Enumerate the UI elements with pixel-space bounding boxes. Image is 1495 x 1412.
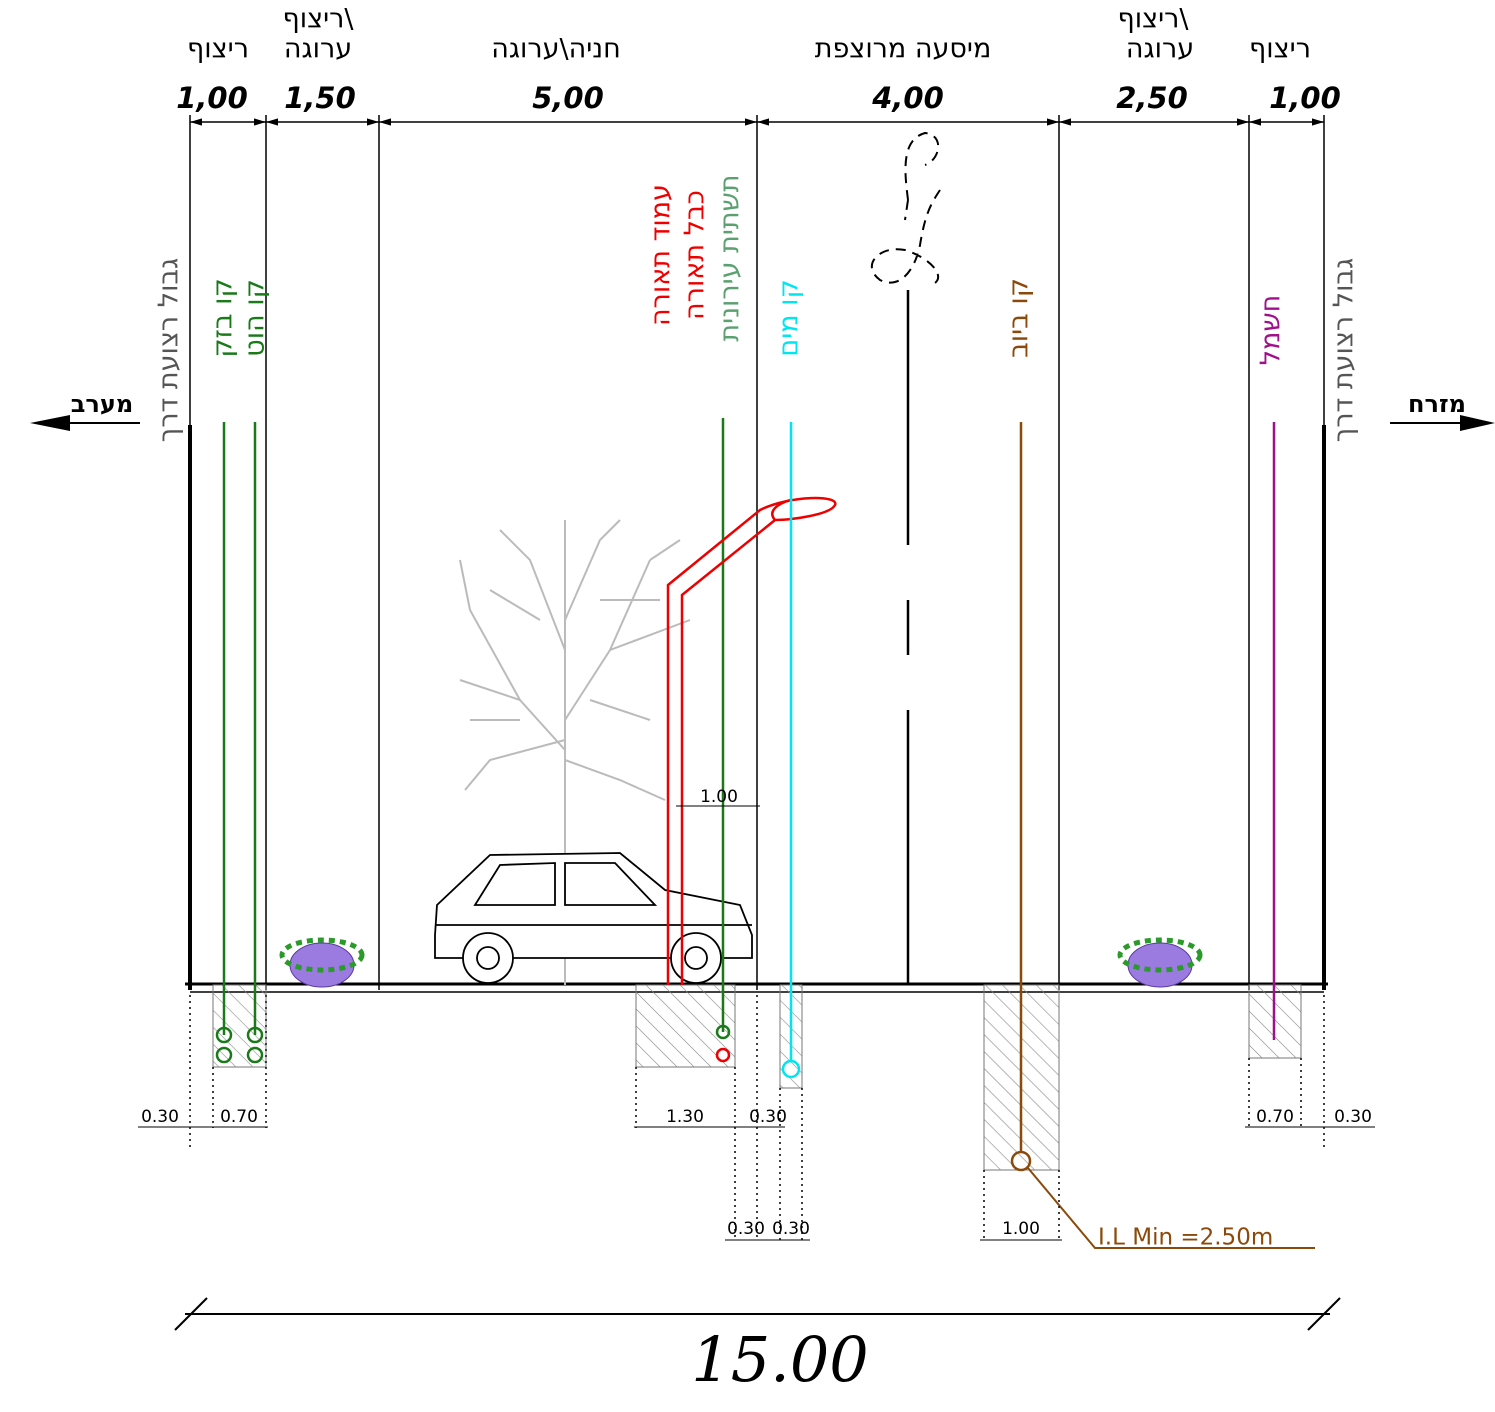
zone-width: 1,00 [176, 81, 248, 115]
zone-label: ריצוף [187, 34, 249, 65]
zone-width: 5,00 [532, 81, 604, 115]
utility-label: חשמל [1256, 295, 1287, 365]
total-width: 15.00 [691, 1323, 869, 1396]
lamp-offset: 1.00 [676, 787, 760, 807]
zone-boundaries [185, 115, 1328, 993]
shrubs [279, 937, 1203, 988]
dim-label: 0.30 [141, 1107, 179, 1127]
dim-label: 0.70 [1256, 1107, 1294, 1127]
boundary-label: גבול רצועת דרך [154, 258, 185, 442]
zone-label: מיסעה מרוצפת [815, 34, 992, 65]
dim-label: 1.30 [666, 1107, 704, 1127]
utility-lines [215, 418, 1315, 1249]
direction-label: מערב [71, 390, 133, 418]
trenches [212, 984, 1302, 1171]
dim-label: 1.00 [700, 787, 738, 807]
vertical-labels: גבול רצועת דרך גבול רצועת דרך קו בזק קו … [154, 174, 1360, 442]
sewer-note: I.L Min =2.50m [1098, 1225, 1273, 1251]
zone-label: חניה\ערוגה [491, 34, 621, 65]
car [434, 852, 753, 984]
zone-label: ריצוף [1249, 34, 1311, 65]
zone-label: ריצוף\ [1117, 4, 1189, 35]
direction-label: מזרח [1408, 390, 1466, 418]
utility-label: קו בזק [208, 278, 239, 357]
dim-label: 0.30 [772, 1219, 810, 1239]
utility-label: קו הוט [240, 279, 271, 357]
bottom-dims: 0.30 0.70 1.30 0.30 0.30 0.30 1.00 0.70 … [138, 995, 1375, 1241]
dim-label: 0.30 [1334, 1107, 1372, 1127]
utility-label: תשתית עירונית [715, 174, 746, 341]
zone-label: ריצוף\ [282, 4, 354, 35]
zone-width: 1,50 [284, 81, 356, 115]
utility-label: עמוד תאורה [646, 184, 677, 326]
zone-width: 1,00 [1269, 81, 1341, 115]
zone-labels: ריצוף ריצוף\ ערוגה חניה\ערוגה מיסעה מרוצ… [176, 4, 1341, 116]
dim-label: 0.70 [220, 1107, 258, 1127]
dim-label: 0.30 [749, 1107, 787, 1127]
total-dimension: 15.00 [174, 1297, 1341, 1396]
utility-label: קו מים [774, 279, 805, 356]
boundary-label: גבול רצועת דרך [1329, 258, 1360, 442]
dim-label: 1.00 [1002, 1219, 1040, 1239]
direction-arrows: מערב מזרח [30, 390, 1495, 431]
zone-label: ערוגה [1126, 34, 1194, 65]
utility-label: כבל תאורה [680, 190, 711, 320]
dim-label: 0.30 [727, 1219, 765, 1239]
utility-label: קו ביוב [1004, 278, 1035, 358]
zone-label: ערוגה [284, 34, 352, 65]
zone-width: 4,00 [871, 81, 944, 115]
zone-width: 2,50 [1116, 81, 1188, 115]
tree [459, 519, 691, 985]
